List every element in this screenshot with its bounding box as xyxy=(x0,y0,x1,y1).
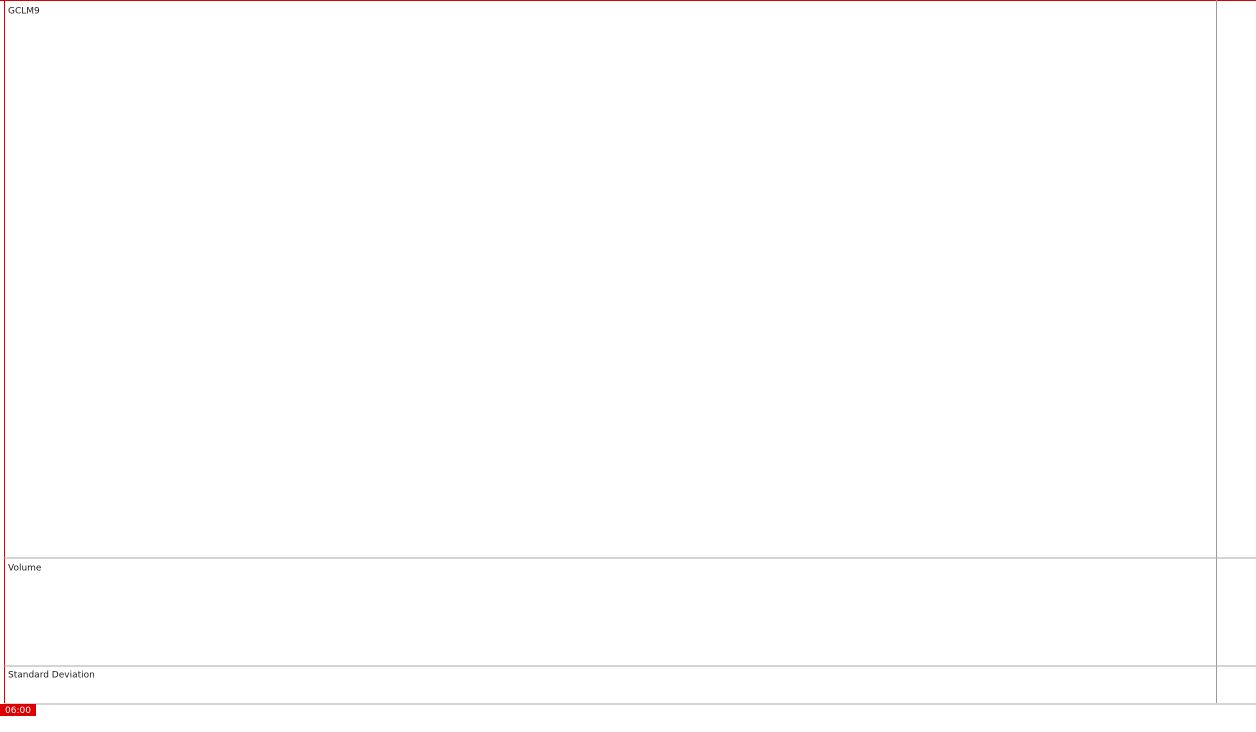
price-title: GCLM9 xyxy=(8,7,40,17)
std-title: Standard Deviation xyxy=(8,671,95,681)
time-box xyxy=(0,704,36,716)
volume-title: Volume xyxy=(8,564,42,574)
time-label: 06:00 xyxy=(5,706,31,716)
